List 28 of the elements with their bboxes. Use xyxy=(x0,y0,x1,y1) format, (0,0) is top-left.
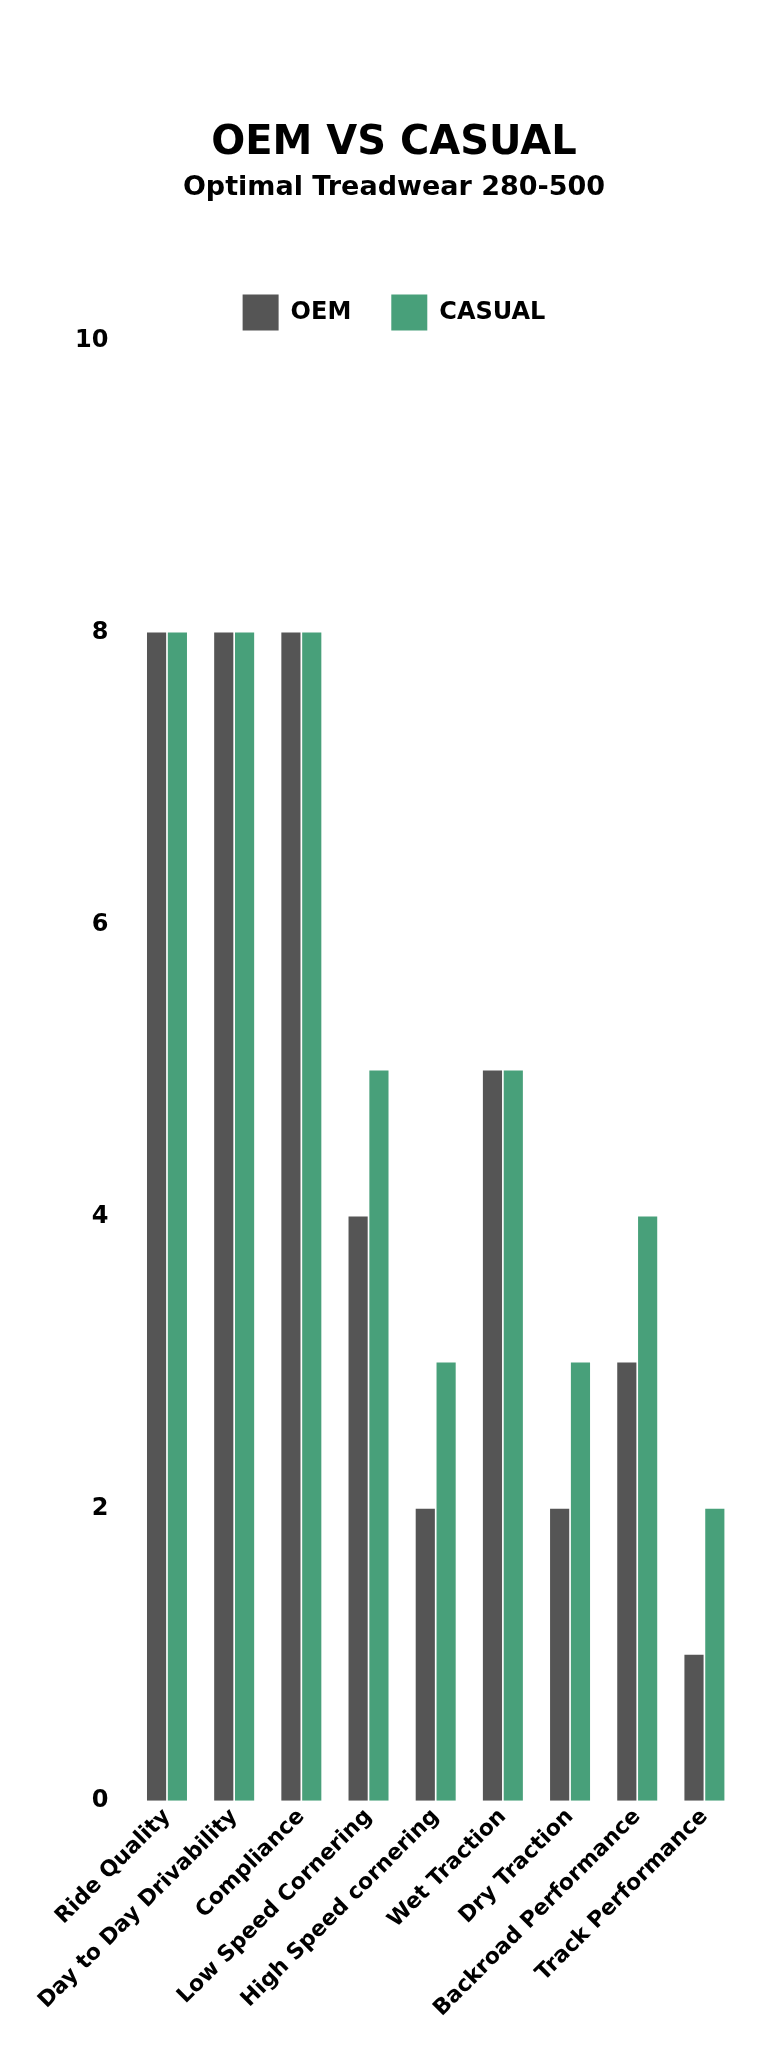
y-tick-label: 8 xyxy=(91,616,109,645)
bar xyxy=(617,1362,637,1801)
legend-label: OEM xyxy=(290,296,352,325)
y-tick-label: 4 xyxy=(91,1200,109,1229)
bar xyxy=(570,1362,591,1801)
bar xyxy=(235,632,255,1801)
chart-title: OEM VS CASUAL xyxy=(211,117,577,164)
chart-subtitle: Optimal Treadwear 280-500 xyxy=(182,170,606,202)
bar xyxy=(705,1508,725,1801)
y-tick-label: 0 xyxy=(91,1784,109,1813)
bar xyxy=(214,632,234,1801)
bar xyxy=(550,1508,570,1801)
bar xyxy=(436,1362,456,1801)
y-tick-label: 6 xyxy=(91,908,109,937)
legend-label: CASUAL xyxy=(439,296,546,325)
bar xyxy=(348,1216,368,1801)
bar xyxy=(302,632,322,1801)
bar xyxy=(147,632,167,1801)
bar xyxy=(503,1070,523,1801)
bar xyxy=(684,1654,704,1801)
bar xyxy=(167,632,187,1801)
bar xyxy=(369,1070,389,1801)
y-tick-label: 10 xyxy=(74,324,109,353)
bar xyxy=(482,1070,503,1801)
y-tick-label: 2 xyxy=(91,1492,109,1521)
bar xyxy=(638,1216,658,1801)
bar xyxy=(415,1508,435,1801)
bar xyxy=(281,632,301,1801)
